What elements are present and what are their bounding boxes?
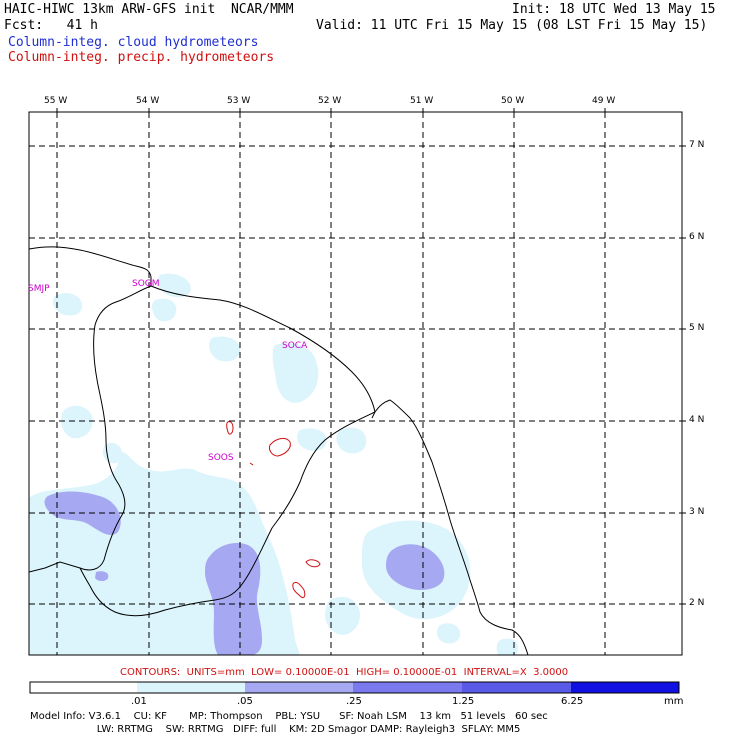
- colorbar-tick-0: .01: [131, 696, 147, 707]
- lon-label-54w: 54 W: [136, 96, 160, 106]
- contour-info: CONTOURS: UNITS=mm LOW= 0.10000E-01 HIGH…: [120, 667, 569, 678]
- lon-label-52w: 52 W: [318, 96, 342, 106]
- lon-label-51w: 51 W: [410, 96, 434, 106]
- lon-label-49w: 49 W: [592, 96, 616, 106]
- station-soos: SOOS: [208, 453, 234, 463]
- lat-label-7n: 7 N: [689, 140, 705, 150]
- lon-label-55w: 55 W: [44, 96, 68, 106]
- cloud-field-label: Column-integ. cloud hydrometeors: [8, 35, 259, 50]
- colorbar-tick-2: .25: [346, 696, 362, 707]
- model-info-line1: Model Info: V3.6.1 CU: KF MP: Thompson P…: [30, 711, 548, 722]
- frame-ticks: [56, 108, 686, 605]
- station-smjp: SMJP: [28, 284, 50, 294]
- station-soca: SOCA: [282, 341, 308, 351]
- lat-label-5n: 5 N: [689, 323, 705, 333]
- plot-title: HAIC-HIWC 13km ARW-GFS init NCAR/MMM: [4, 2, 294, 17]
- plot-frame: [28, 111, 683, 656]
- lat-label-4n: 4 N: [689, 415, 705, 425]
- station-sogm: SOGM: [132, 279, 160, 289]
- lon-label-50w: 50 W: [501, 96, 525, 106]
- valid-time: Valid: 11 UTC Fri 15 May 15 (08 LST Fri …: [316, 18, 708, 33]
- forecast-hour: Fcst: 41 h: [4, 18, 98, 33]
- colorbar-tick-1: .05: [237, 696, 253, 707]
- precip-field-label: Column-integ. precip. hydrometeors: [8, 50, 275, 65]
- lon-label-53w: 53 W: [227, 96, 251, 106]
- precip-contours: [226, 421, 321, 599]
- lat-label-3n: 3 N: [689, 507, 705, 517]
- colorbar-tick-3: 1.25: [452, 696, 475, 707]
- lat-label-2n: 2 N: [689, 598, 705, 608]
- model-info-line2: LW: RRTMG SW: RRTMG DIFF: full KM: 2D Sm…: [30, 724, 521, 735]
- coastline: [29, 246, 529, 655]
- lat-lon-grid: [29, 112, 682, 655]
- lat-label-6n: 6 N: [689, 232, 705, 242]
- colorbar-unit: mm: [664, 696, 684, 707]
- colorbar-tick-4: 6.25: [561, 696, 584, 707]
- init-time: Init: 18 UTC Wed 13 May 15: [512, 2, 716, 17]
- cloud-shading-light: [29, 273, 519, 655]
